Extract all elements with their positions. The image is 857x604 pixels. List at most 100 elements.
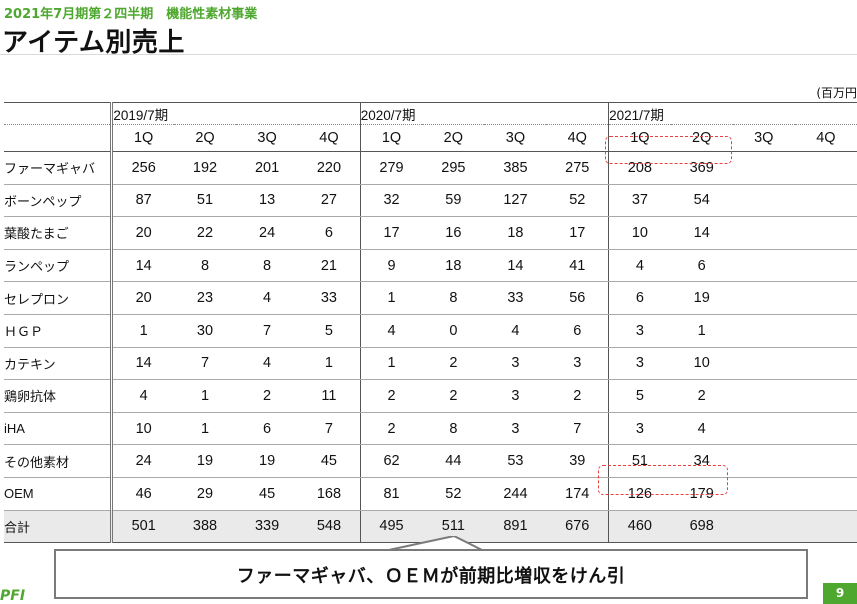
value-cell: 41	[546, 249, 610, 283]
value-cell: 4	[111, 379, 174, 413]
value-cell: 30	[173, 314, 237, 348]
value-cell	[732, 510, 795, 544]
value-cell: 2	[360, 412, 423, 446]
value-cell: 14	[484, 249, 547, 283]
value-cell: 8	[236, 249, 299, 283]
page-number: 9	[823, 583, 857, 604]
value-cell: 13	[236, 184, 299, 218]
value-cell: 20	[111, 216, 174, 250]
value-cell	[794, 249, 857, 283]
value-cell: 11	[298, 379, 361, 413]
value-cell: 891	[484, 510, 547, 544]
item-label: ボーンペップ	[4, 184, 114, 218]
quarter-header: 1Q	[608, 124, 671, 152]
value-cell: 6	[298, 216, 361, 250]
value-cell	[732, 216, 795, 250]
value-cell	[794, 184, 857, 218]
value-cell: 9	[360, 249, 423, 283]
value-cell	[732, 477, 795, 511]
value-cell: 256	[111, 151, 174, 185]
value-cell	[732, 347, 795, 381]
value-cell: 21	[298, 249, 361, 283]
value-cell	[732, 412, 795, 446]
value-cell: 10	[670, 347, 733, 381]
table-row: iHA 10 1 6 7 2 8 3 7 3 4	[4, 412, 857, 446]
value-cell: 87	[111, 184, 174, 218]
value-cell: 1	[298, 347, 361, 381]
quarter-header: 2Q	[173, 124, 237, 152]
quarter-header: 4Q	[794, 124, 857, 152]
value-cell: 14	[111, 249, 174, 283]
quarter-header: 2Q	[422, 124, 485, 152]
table-row: 鶏卵抗体 4 1 2 11 2 2 3 2 5 2	[4, 379, 857, 413]
value-cell	[732, 444, 795, 478]
quarter-header: 3Q	[484, 124, 547, 152]
header-divider	[0, 54, 857, 55]
value-cell	[794, 216, 857, 250]
year-header: 2021/7期	[608, 102, 857, 125]
value-cell: 7	[546, 412, 610, 446]
value-cell: 23	[173, 281, 237, 315]
value-cell: 1	[111, 314, 174, 348]
highlight-box-oem	[598, 465, 728, 495]
value-cell: 7	[236, 314, 299, 348]
sales-by-item-table: 2019/7期 2020/7期 2021/7期 1Q 2Q 3Q 4Q 1Q 2…	[4, 102, 857, 544]
value-cell: 495	[360, 510, 423, 544]
value-cell: 17	[546, 216, 610, 250]
value-cell: 3	[608, 314, 671, 348]
year-header-row: 2019/7期 2020/7期 2021/7期	[4, 102, 857, 125]
value-cell: 33	[484, 281, 547, 315]
value-cell: 3	[484, 347, 547, 381]
value-cell: 22	[173, 216, 237, 250]
value-cell: 6	[670, 249, 733, 283]
item-label: カテキン	[4, 347, 114, 381]
table-row: その他素材 24 19 19 45 62 44 53 39 51 34	[4, 444, 857, 478]
item-label: セレプロン	[4, 281, 114, 315]
value-cell: 24	[236, 216, 299, 250]
value-cell: 676	[546, 510, 610, 544]
value-cell	[732, 249, 795, 283]
value-cell: 3	[608, 347, 671, 381]
value-cell: 62	[360, 444, 423, 478]
company-logo: PFI	[0, 588, 26, 604]
value-cell: 698	[670, 510, 733, 544]
summary-callout: ファーマギャバ、ＯＥＭが前期比増収をけん引	[54, 549, 808, 599]
value-cell: 6	[608, 281, 671, 315]
item-label: ファーマギャバ	[4, 151, 114, 185]
corner-cell	[4, 102, 114, 125]
value-cell: 46	[111, 477, 174, 511]
callout-text: ファーマギャバ、ＯＥＭが前期比増収をけん引	[236, 566, 626, 587]
quarter-header-row: 1Q 2Q 3Q 4Q 1Q 2Q 3Q 4Q 1Q 2Q 3Q 4Q	[4, 124, 857, 152]
value-cell: 6	[236, 412, 299, 446]
value-cell: 1	[173, 412, 237, 446]
table-row: セレプロン 20 23 4 33 1 8 33 56 6 19	[4, 281, 857, 315]
value-cell: 1	[670, 314, 733, 348]
value-cell: 4	[670, 412, 733, 446]
value-cell: 52	[546, 184, 610, 218]
value-cell: 3	[484, 379, 547, 413]
value-cell: 339	[236, 510, 299, 544]
value-cell: 220	[298, 151, 361, 185]
quarter-header: 3Q	[732, 124, 795, 152]
value-cell: 2	[236, 379, 299, 413]
value-cell: 2	[422, 347, 485, 381]
value-cell: 295	[422, 151, 485, 185]
value-cell: 17	[360, 216, 423, 250]
section-subtitle: 2021年7月期第２四半期 機能性素材事業	[4, 7, 258, 22]
value-cell	[732, 379, 795, 413]
quarter-header: 3Q	[236, 124, 299, 152]
value-cell: 29	[173, 477, 237, 511]
value-cell: 8	[173, 249, 237, 283]
value-cell: 0	[422, 314, 485, 348]
value-cell: 8	[422, 412, 485, 446]
value-cell: 19	[173, 444, 237, 478]
item-label: iHA	[4, 412, 114, 446]
value-cell: 1	[360, 281, 423, 315]
value-cell: 275	[546, 151, 610, 185]
value-cell: 168	[298, 477, 361, 511]
value-cell	[732, 184, 795, 218]
item-label: OEM	[4, 477, 114, 511]
value-cell: 4	[360, 314, 423, 348]
value-cell: 3	[484, 412, 547, 446]
value-cell: 19	[670, 281, 733, 315]
